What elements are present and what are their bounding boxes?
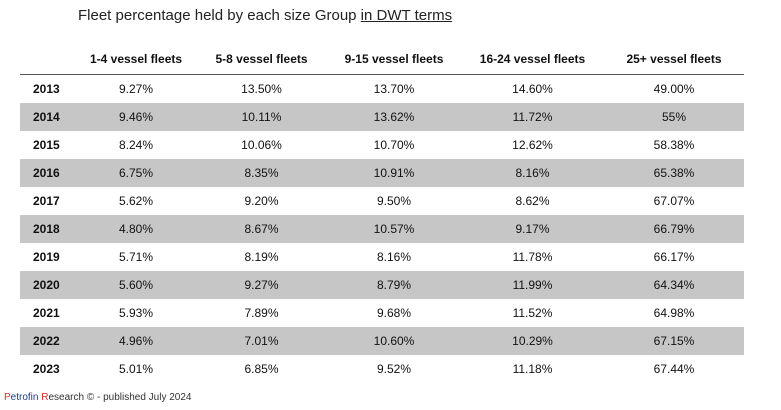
header-row: 1-4 vessel fleets 5-8 vessel fleets 9-15 v… [20,44,744,75]
value-cell: 10.91% [327,159,461,187]
value-cell: 9.27% [196,271,327,299]
table-row: 2020 5.60% 9.27% 8.79% 11.99% 64.34% [20,271,744,299]
value-cell: 13.50% [241,82,282,96]
value-cell: 64.34% [604,271,744,299]
table-row: 2017 5.62% 9.20% 9.50% 8.62% 67.07% [20,187,744,215]
table-row: 2023 5.01% 6.85% 9.52% 11.18% 67.44% [20,355,744,383]
year-cell: 2021 [33,306,60,320]
value-cell: 10.70% [373,138,415,152]
column-header: 5-8 vessel fleets [196,44,327,75]
value-cell: 67.07% [653,194,695,208]
footer-etrofin: etrofin [10,392,42,403]
value-cell: 7.01% [196,327,327,355]
year-cell: 2015 [33,138,60,152]
year-cell: 2023 [33,362,60,376]
value-cell: 4.80% [76,215,196,243]
column-header: 9-15 vessel fleets [327,44,461,75]
value-cell: 5.71% [118,250,154,264]
table-row: 2021 5.93% 7.89% 9.68% 11.52% 64.98% [20,299,744,327]
value-cell: 6.85% [244,362,279,376]
table-row: 2019 5.71% 8.19% 8.16% 11.78% 66.17% [20,243,744,271]
year-cell: 2022 [20,327,76,355]
value-cell: 13.70% [373,82,415,96]
table-body: 2013 9.27% 13.50% 13.70% 14.60% 49.00% 2014 9.4… [20,75,744,384]
value-cell: 11.72% [461,103,604,131]
value-cell: 66.79% [604,215,744,243]
value-cell: 9.20% [244,194,279,208]
value-cell: 11.52% [512,306,553,320]
value-cell: 8.16% [376,250,412,264]
value-cell: 10.06% [241,138,282,152]
value-cell: 9.17% [461,215,604,243]
value-cell: 8.24% [118,138,154,152]
table-row: 2013 9.27% 13.50% 13.70% 14.60% 49.00% [20,75,744,104]
table-row: 2014 9.46% 10.11% 13.62% 11.72% 55% [20,103,744,131]
fleet-share-table: 1-4 vessel fleets 5-8 vessel fleets 9-15 v… [20,44,744,383]
year-cell: 2019 [33,250,60,264]
value-cell: 58.38% [653,138,695,152]
table-row: 2022 4.96% 7.01% 10.60% 10.29% 67.15% [20,327,744,355]
value-cell: 5.93% [118,306,154,320]
year-cell: 2016 [20,159,76,187]
value-cell: 6.75% [76,159,196,187]
value-cell: 10.60% [327,327,461,355]
header-year-cell [20,44,76,75]
value-cell: 8.62% [515,194,550,208]
table-row: 2015 8.24% 10.06% 10.70% 12.62% 58.38% [20,131,744,159]
value-cell: 9.68% [376,306,412,320]
source-footer: Petrofin Research © - published July 202… [4,392,192,403]
page-title: Fleet percentage held by each size Group… [78,7,452,24]
value-cell: 5.62% [118,194,154,208]
value-cell: 9.46% [76,103,196,131]
footer-p: P [4,392,11,403]
value-cell: 66.17% [653,250,695,264]
value-cell: 8.67% [196,215,327,243]
value-cell: 13.62% [327,103,461,131]
footer-rest: esearch © - published July 2024 [48,392,192,403]
year-cell: 2013 [33,82,60,96]
column-header: 1-4 vessel fleets [76,44,196,75]
value-cell: 67.44% [653,362,695,376]
value-cell: 8.16% [461,159,604,187]
value-cell: 10.29% [461,327,604,355]
value-cell: 55% [604,103,744,131]
value-cell: 4.96% [76,327,196,355]
value-cell: 10.57% [327,215,461,243]
year-cell: 2020 [20,271,76,299]
value-cell: 5.01% [118,362,154,376]
value-cell: 7.89% [244,306,279,320]
value-cell: 8.79% [327,271,461,299]
value-cell: 8.19% [244,250,279,264]
year-cell: 2018 [20,215,76,243]
table-row: 2016 6.75% 8.35% 10.91% 8.16% 65.38% [20,159,744,187]
value-cell: 11.99% [461,271,604,299]
column-header: 25+ vessel fleets [604,44,744,75]
value-cell: 67.15% [604,327,744,355]
footer-r: R [41,392,49,403]
table-row: 2018 4.80% 8.67% 10.57% 9.17% 66.79% [20,215,744,243]
year-cell: 2014 [20,103,76,131]
value-cell: 64.98% [653,306,695,320]
value-cell: 11.78% [512,250,553,264]
value-cell: 10.11% [196,103,327,131]
year-cell: 2017 [33,194,60,208]
value-cell: 49.00% [653,82,695,96]
value-cell: 9.27% [118,82,154,96]
value-cell: 12.62% [512,138,553,152]
column-header: 16-24 vessel fleets [461,44,604,75]
value-cell: 14.60% [512,82,553,96]
value-cell: 5.60% [76,271,196,299]
title-text: Fleet percentage held by each size Group [78,7,361,24]
value-cell: 11.18% [512,362,553,376]
value-cell: 9.52% [376,362,412,376]
value-cell: 9.50% [376,194,412,208]
value-cell: 65.38% [604,159,744,187]
value-cell: 8.35% [196,159,327,187]
title-emphasis: in DWT terms [360,7,453,24]
